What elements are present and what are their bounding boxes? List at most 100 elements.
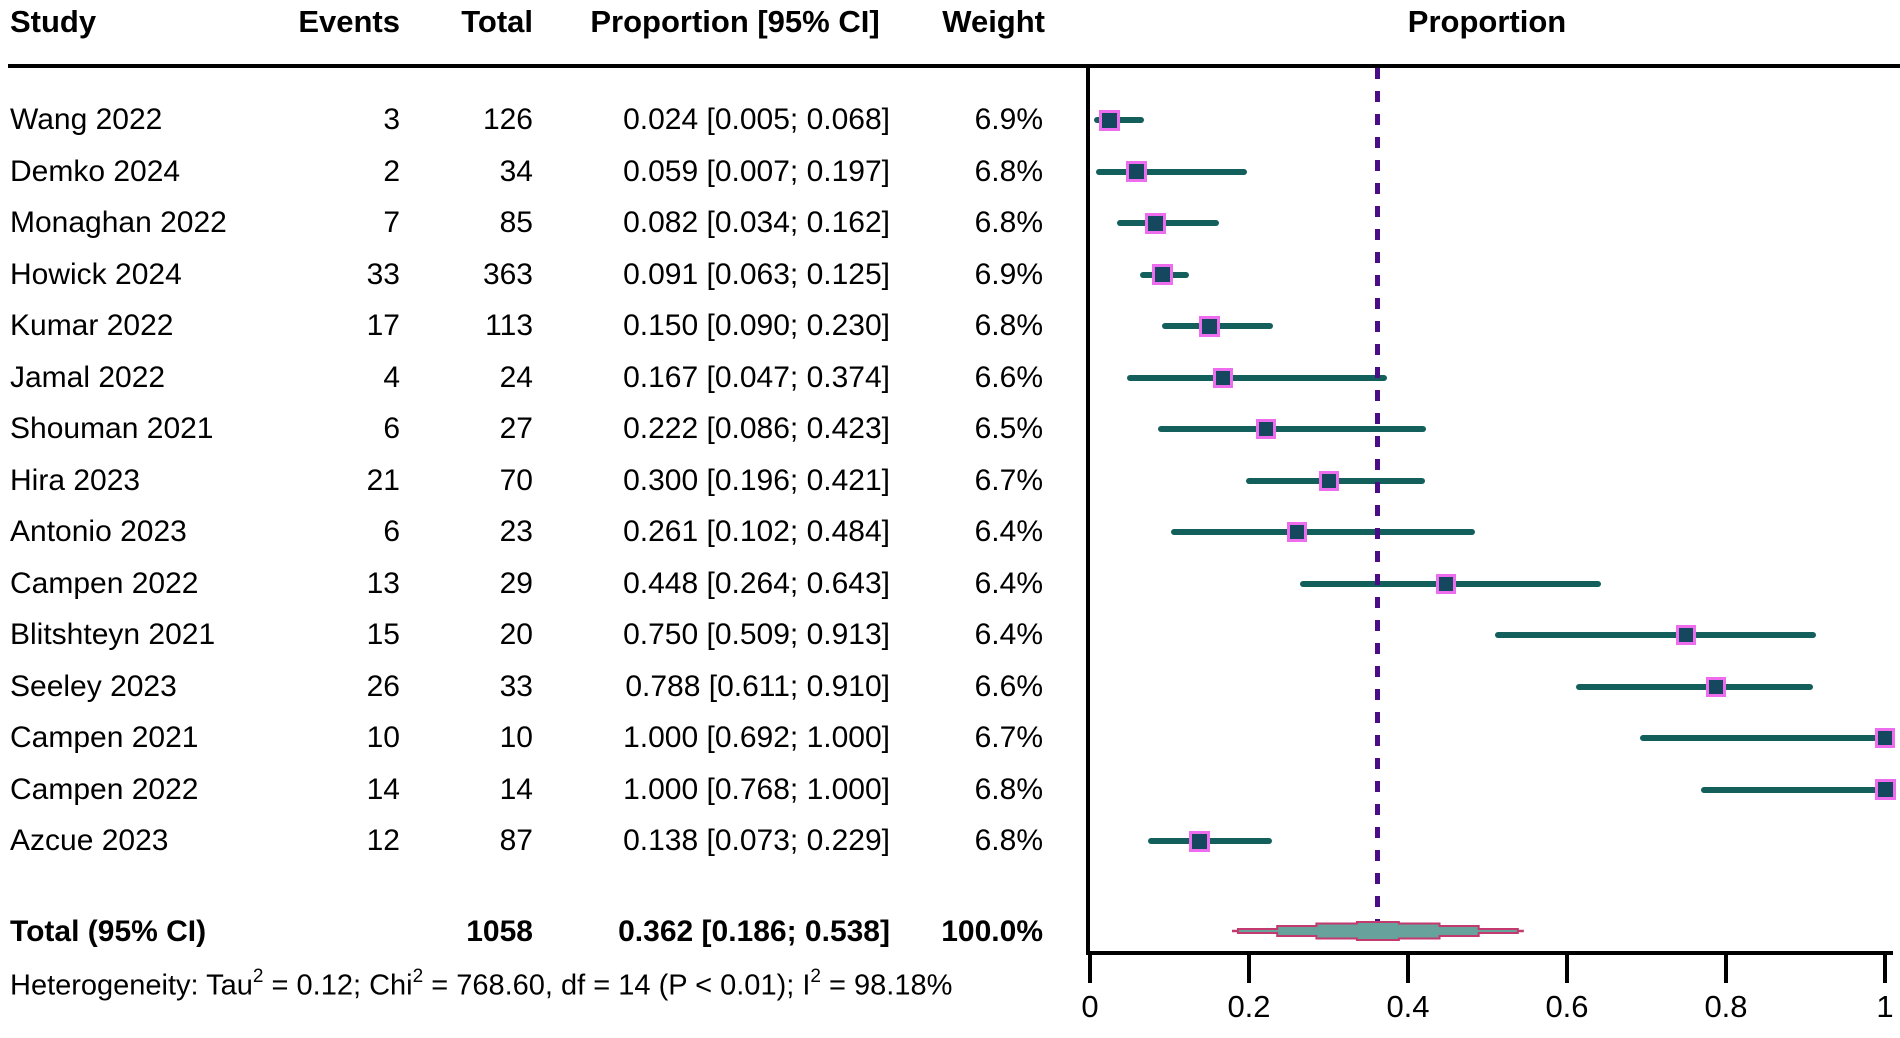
study-name: Monaghan 2022 — [10, 206, 227, 239]
header-divider-rule — [8, 64, 1900, 68]
study-weight: 6.4% — [974, 515, 1043, 548]
study-name: Wang 2022 — [10, 103, 163, 136]
study-weight: 6.7% — [974, 721, 1043, 754]
study-total: 113 — [485, 309, 533, 342]
study-weight: 6.5% — [974, 412, 1043, 445]
study-total: 24 — [499, 360, 533, 394]
study-weight: 6.9% — [974, 103, 1043, 136]
ci-line — [1158, 426, 1427, 432]
estimate-square-marker — [1212, 367, 1233, 388]
study-name: Shouman 2021 — [10, 412, 214, 445]
total-row-label: Total (95% CI) — [10, 915, 207, 948]
x-axis-tick — [1406, 955, 1410, 983]
heterogeneity-superscript: 2 — [412, 966, 424, 987]
x-axis-tick — [1088, 955, 1092, 983]
ci-line — [1095, 168, 1247, 175]
study-events: 13 — [366, 566, 400, 600]
study-total: 10 — [499, 721, 533, 754]
x-axis-tick-label: 0.6 — [1545, 989, 1589, 1024]
study-weight: 6.8% — [974, 824, 1043, 857]
study-proportion-ci: 0.300 [0.196; 0.421] — [623, 463, 890, 497]
estimate-square-marker — [1874, 779, 1896, 800]
study-events: 21 — [366, 463, 400, 497]
total-row-total: 1058 — [466, 915, 533, 948]
heterogeneity-note: Heterogeneity: Tau2 = 0.12; Chi2 = 768.6… — [10, 962, 952, 1003]
study-name: Blitshteyn 2021 — [10, 618, 216, 651]
x-axis-tick-label: 0 — [1081, 989, 1099, 1024]
study-proportion-ci: 0.167 [0.047; 0.374] — [623, 360, 890, 394]
study-name: Campen 2021 — [10, 721, 199, 754]
estimate-square-marker — [1287, 522, 1308, 542]
study-events: 7 — [383, 206, 400, 239]
estimate-square-marker — [1875, 728, 1895, 748]
ci-line — [1700, 786, 1885, 793]
x-axis-tick-label: 1 — [1876, 989, 1894, 1024]
study-proportion-ci: 1.000 [0.692; 1.000] — [623, 721, 890, 754]
column-header-weight: Weight — [942, 4, 1045, 39]
study-name: Jamal 2022 — [10, 360, 166, 394]
study-name: Howick 2024 — [10, 257, 182, 291]
study-events: 10 — [366, 721, 400, 754]
study-events: 4 — [383, 360, 400, 394]
study-total: 34 — [499, 154, 533, 188]
study-total: 27 — [499, 412, 533, 445]
ci-line — [1171, 529, 1475, 535]
study-name: Antonio 2023 — [10, 515, 187, 548]
estimate-square-marker — [1098, 109, 1120, 131]
study-events: 26 — [366, 669, 400, 703]
study-total: 87 — [499, 824, 533, 857]
study-total: 363 — [482, 257, 533, 291]
study-events: 6 — [383, 515, 400, 548]
estimate-square-marker — [1318, 470, 1339, 491]
study-name: Kumar 2022 — [10, 309, 174, 342]
study-name: Campen 2022 — [10, 772, 199, 806]
study-weight: 6.8% — [974, 772, 1043, 806]
total-row-weight: 100.0% — [941, 915, 1043, 948]
study-weight: 6.7% — [974, 463, 1043, 497]
study-proportion-ci: 0.091 [0.063; 0.125] — [623, 257, 890, 291]
study-weight: 6.6% — [974, 669, 1043, 703]
study-weight: 6.6% — [974, 360, 1043, 394]
x-axis-tick — [1724, 955, 1728, 983]
column-header-total: Total — [461, 4, 533, 39]
plot-title: Proportion — [1407, 4, 1567, 39]
study-name: Campen 2022 — [10, 566, 199, 600]
plot-left-border — [1086, 64, 1090, 955]
estimate-square-marker — [1256, 419, 1277, 439]
heterogeneity-text: = 0.12; Chi — [263, 969, 413, 1002]
study-weight: 6.4% — [974, 618, 1043, 651]
estimate-square-marker — [1126, 161, 1148, 182]
study-proportion-ci: 0.150 [0.090; 0.230] — [623, 309, 890, 342]
ci-line — [1117, 220, 1219, 226]
study-total: 14 — [499, 772, 533, 806]
study-weight: 6.8% — [974, 154, 1043, 188]
x-axis-line — [1086, 951, 1893, 955]
study-weight: 6.8% — [974, 309, 1043, 342]
ci-line — [1575, 683, 1814, 690]
ci-line — [1494, 632, 1816, 638]
study-proportion-ci: 0.082 [0.034; 0.162] — [623, 206, 890, 239]
estimate-square-marker — [1144, 212, 1166, 234]
study-total: 33 — [499, 669, 533, 703]
estimate-square-marker — [1198, 315, 1220, 337]
study-proportion-ci: 0.788 [0.611; 0.910] — [625, 669, 890, 703]
study-events: 6 — [383, 412, 400, 445]
study-name: Seeley 2023 — [10, 669, 177, 703]
study-proportion-ci: 0.024 [0.005; 0.068] — [623, 103, 890, 136]
column-header-study: Study — [10, 4, 97, 39]
study-name: Hira 2023 — [10, 463, 141, 497]
heterogeneity-text: = 768.60, df = 14 (P < 0.01); I — [423, 969, 811, 1002]
study-proportion-ci: 0.222 [0.086; 0.423] — [623, 412, 890, 445]
study-proportion-ci: 0.448 [0.264; 0.643] — [623, 566, 890, 600]
column-header-proportion-ci: Proportion [95% CI] — [590, 4, 880, 39]
study-weight: 6.9% — [974, 257, 1043, 291]
study-total: 29 — [499, 566, 533, 600]
study-events: 2 — [383, 154, 400, 188]
study-events: 12 — [366, 824, 400, 857]
x-axis-tick — [1247, 955, 1251, 983]
study-events: 15 — [366, 618, 400, 651]
study-events: 3 — [383, 103, 400, 136]
study-proportion-ci: 0.750 [0.509; 0.913] — [623, 618, 890, 651]
heterogeneity-superscript: 2 — [810, 966, 821, 987]
